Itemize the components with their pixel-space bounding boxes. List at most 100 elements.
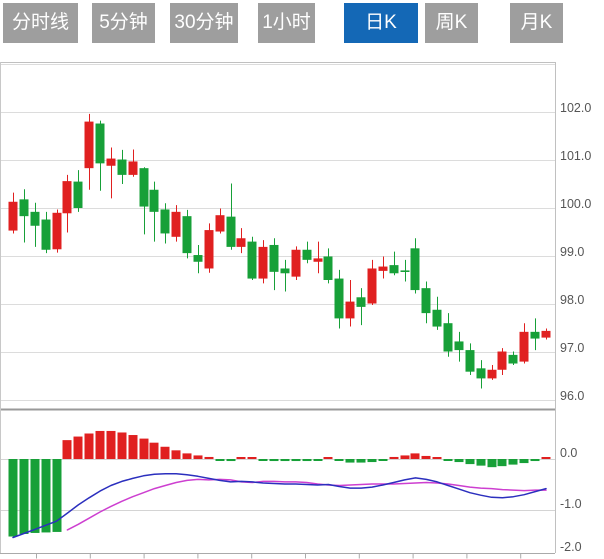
- macd-histogram-bar: [508, 459, 518, 465]
- tab-daily-k[interactable]: 日K: [344, 3, 418, 43]
- macd-histogram-bar: [367, 459, 377, 463]
- tab-time-line[interactable]: 分时线: [3, 3, 78, 43]
- macd-histogram-bar: [95, 430, 105, 459]
- candle-body: [139, 168, 149, 207]
- candle-body: [389, 265, 399, 274]
- macd-histogram-bar: [269, 459, 279, 462]
- candle-body: [443, 323, 453, 352]
- candle-body: [291, 249, 301, 277]
- candle-body: [160, 209, 170, 234]
- macd-histogram-bar: [410, 453, 420, 459]
- candle-body: [62, 181, 72, 214]
- macd-histogram-bar: [476, 459, 486, 466]
- candle-body: [378, 266, 388, 271]
- tab-monthly-k[interactable]: 月K: [510, 3, 563, 43]
- macd-histogram-bar: [291, 459, 301, 462]
- candle-body: [226, 216, 236, 247]
- price-axis-label: 101.0: [560, 149, 591, 163]
- candle-body: [204, 230, 214, 269]
- macd-histogram-bar: [106, 430, 116, 459]
- candle-body: [106, 158, 116, 166]
- macd-histogram-bar: [182, 453, 192, 459]
- candle-body: [247, 241, 257, 279]
- candle-body: [117, 159, 127, 175]
- macd-histogram-bar: [530, 459, 540, 462]
- tab-weekly-k[interactable]: 周K: [425, 3, 478, 43]
- macd-histogram-bar: [487, 459, 497, 468]
- macd-histogram-bar: [204, 456, 214, 459]
- macd-histogram-bar: [389, 456, 399, 459]
- candle-body: [432, 309, 442, 327]
- macd-histogram-bar: [323, 457, 333, 459]
- candle-body: [334, 278, 344, 319]
- macd-histogram-bar: [541, 457, 551, 459]
- macd-histogram-bar: [19, 459, 29, 534]
- candle-body: [73, 181, 83, 208]
- macd-histogram-bar: [247, 457, 257, 459]
- price-axis-label: 96.0: [560, 389, 584, 403]
- macd-histogram-bar: [302, 459, 312, 462]
- macd-histogram-bar: [443, 459, 453, 461]
- dea-line: [66, 478, 547, 531]
- macd-histogram-bar: [258, 459, 268, 461]
- macd-histogram-bar: [193, 455, 203, 459]
- candle-body: [356, 297, 366, 307]
- candle-body: [128, 161, 138, 175]
- macd-histogram-bar: [117, 432, 127, 459]
- macd-histogram-bar: [313, 459, 323, 461]
- tab-1hour[interactable]: 1小时: [258, 3, 315, 43]
- macd-histogram-bar: [497, 459, 507, 467]
- candle-body: [400, 270, 410, 272]
- macd-histogram-bar: [400, 455, 410, 459]
- price-axis-label: 100.0: [560, 197, 591, 211]
- candle-body: [171, 211, 181, 237]
- tab-5min[interactable]: 5分钟: [92, 3, 155, 43]
- candle-body: [236, 238, 246, 247]
- candle-body: [182, 216, 192, 254]
- candle-body: [215, 215, 225, 232]
- macd-histogram-bar: [215, 459, 225, 461]
- candle-body: [302, 249, 312, 260]
- macd-histogram-bar: [41, 459, 51, 533]
- macd-histogram-bar: [149, 442, 159, 459]
- candle-body: [508, 354, 518, 364]
- tab-30min[interactable]: 30分钟: [170, 3, 238, 43]
- price-axis-label: 98.0: [560, 293, 584, 307]
- candle-body: [476, 368, 486, 379]
- macd-axis-label: -2.0: [560, 540, 582, 554]
- macd-histogram-bar: [432, 457, 442, 459]
- candle-body: [541, 330, 551, 338]
- macd-histogram-bar: [519, 459, 529, 464]
- macd-histogram-bar: [84, 433, 94, 459]
- macd-histogram-bar: [345, 459, 355, 463]
- macd-histogram-bar: [280, 459, 290, 462]
- candle-body: [30, 211, 40, 226]
- price-axis-label: 97.0: [560, 341, 584, 355]
- candle-body: [149, 189, 159, 212]
- candle-body: [323, 256, 333, 280]
- candle-body: [95, 123, 105, 164]
- candle-body: [313, 258, 323, 262]
- candle-body: [497, 351, 507, 370]
- period-tabbar: 分时线 5分钟 30分钟 1小时 日K 周K 月K: [0, 0, 604, 46]
- macd-histogram-bar: [30, 459, 40, 533]
- price-axis-label: 102.0: [560, 101, 591, 115]
- candle-body: [410, 248, 420, 291]
- candle-body: [519, 331, 529, 362]
- dif-line: [12, 473, 547, 539]
- macd-histogram-bar: [160, 446, 170, 459]
- macd-histogram-bar: [236, 457, 246, 459]
- macd-histogram-bar: [139, 438, 149, 459]
- candle-body: [52, 212, 62, 250]
- candle-body: [280, 268, 290, 274]
- candle-body: [8, 201, 18, 231]
- macd-histogram-bar: [73, 436, 83, 459]
- candle-body: [19, 199, 29, 217]
- macd-histogram-bar: [334, 459, 344, 461]
- candle-body: [258, 246, 268, 279]
- macd-histogram-bar: [378, 459, 388, 461]
- candle-body: [193, 255, 203, 262]
- candle-body: [345, 301, 355, 319]
- macd-axis-label: -1.0: [560, 497, 582, 511]
